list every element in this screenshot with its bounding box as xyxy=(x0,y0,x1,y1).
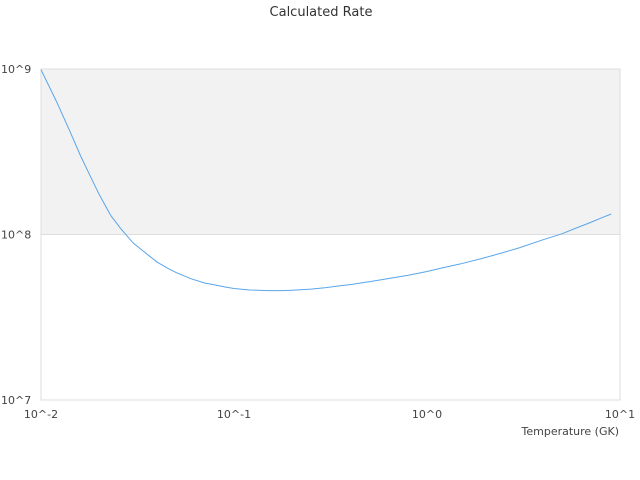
chart-title: Calculated Rate xyxy=(270,5,373,20)
y-tick-label: 10^7 xyxy=(1,394,31,407)
series-line-0 xyxy=(40,69,612,292)
x-tick-label: 10^-1 xyxy=(217,408,251,421)
x-tick-label: 10^-2 xyxy=(24,408,58,421)
x-axis-ticks: 10^-2 10^-1 10^0 10^1 xyxy=(24,408,635,421)
y-axis-ticks: 10^7 10^8 10^9 xyxy=(1,63,31,407)
x-tick-label: 10^0 xyxy=(412,408,442,421)
x-tick-label: 10^1 xyxy=(605,408,635,421)
x-axis-label: Temperature (GK) xyxy=(521,425,620,438)
series-layer xyxy=(40,69,612,292)
y-tick-label: 10^8 xyxy=(1,229,31,242)
shaded-band xyxy=(41,69,620,235)
y-tick-label: 10^9 xyxy=(1,63,31,76)
plot-area-frame xyxy=(40,68,621,401)
